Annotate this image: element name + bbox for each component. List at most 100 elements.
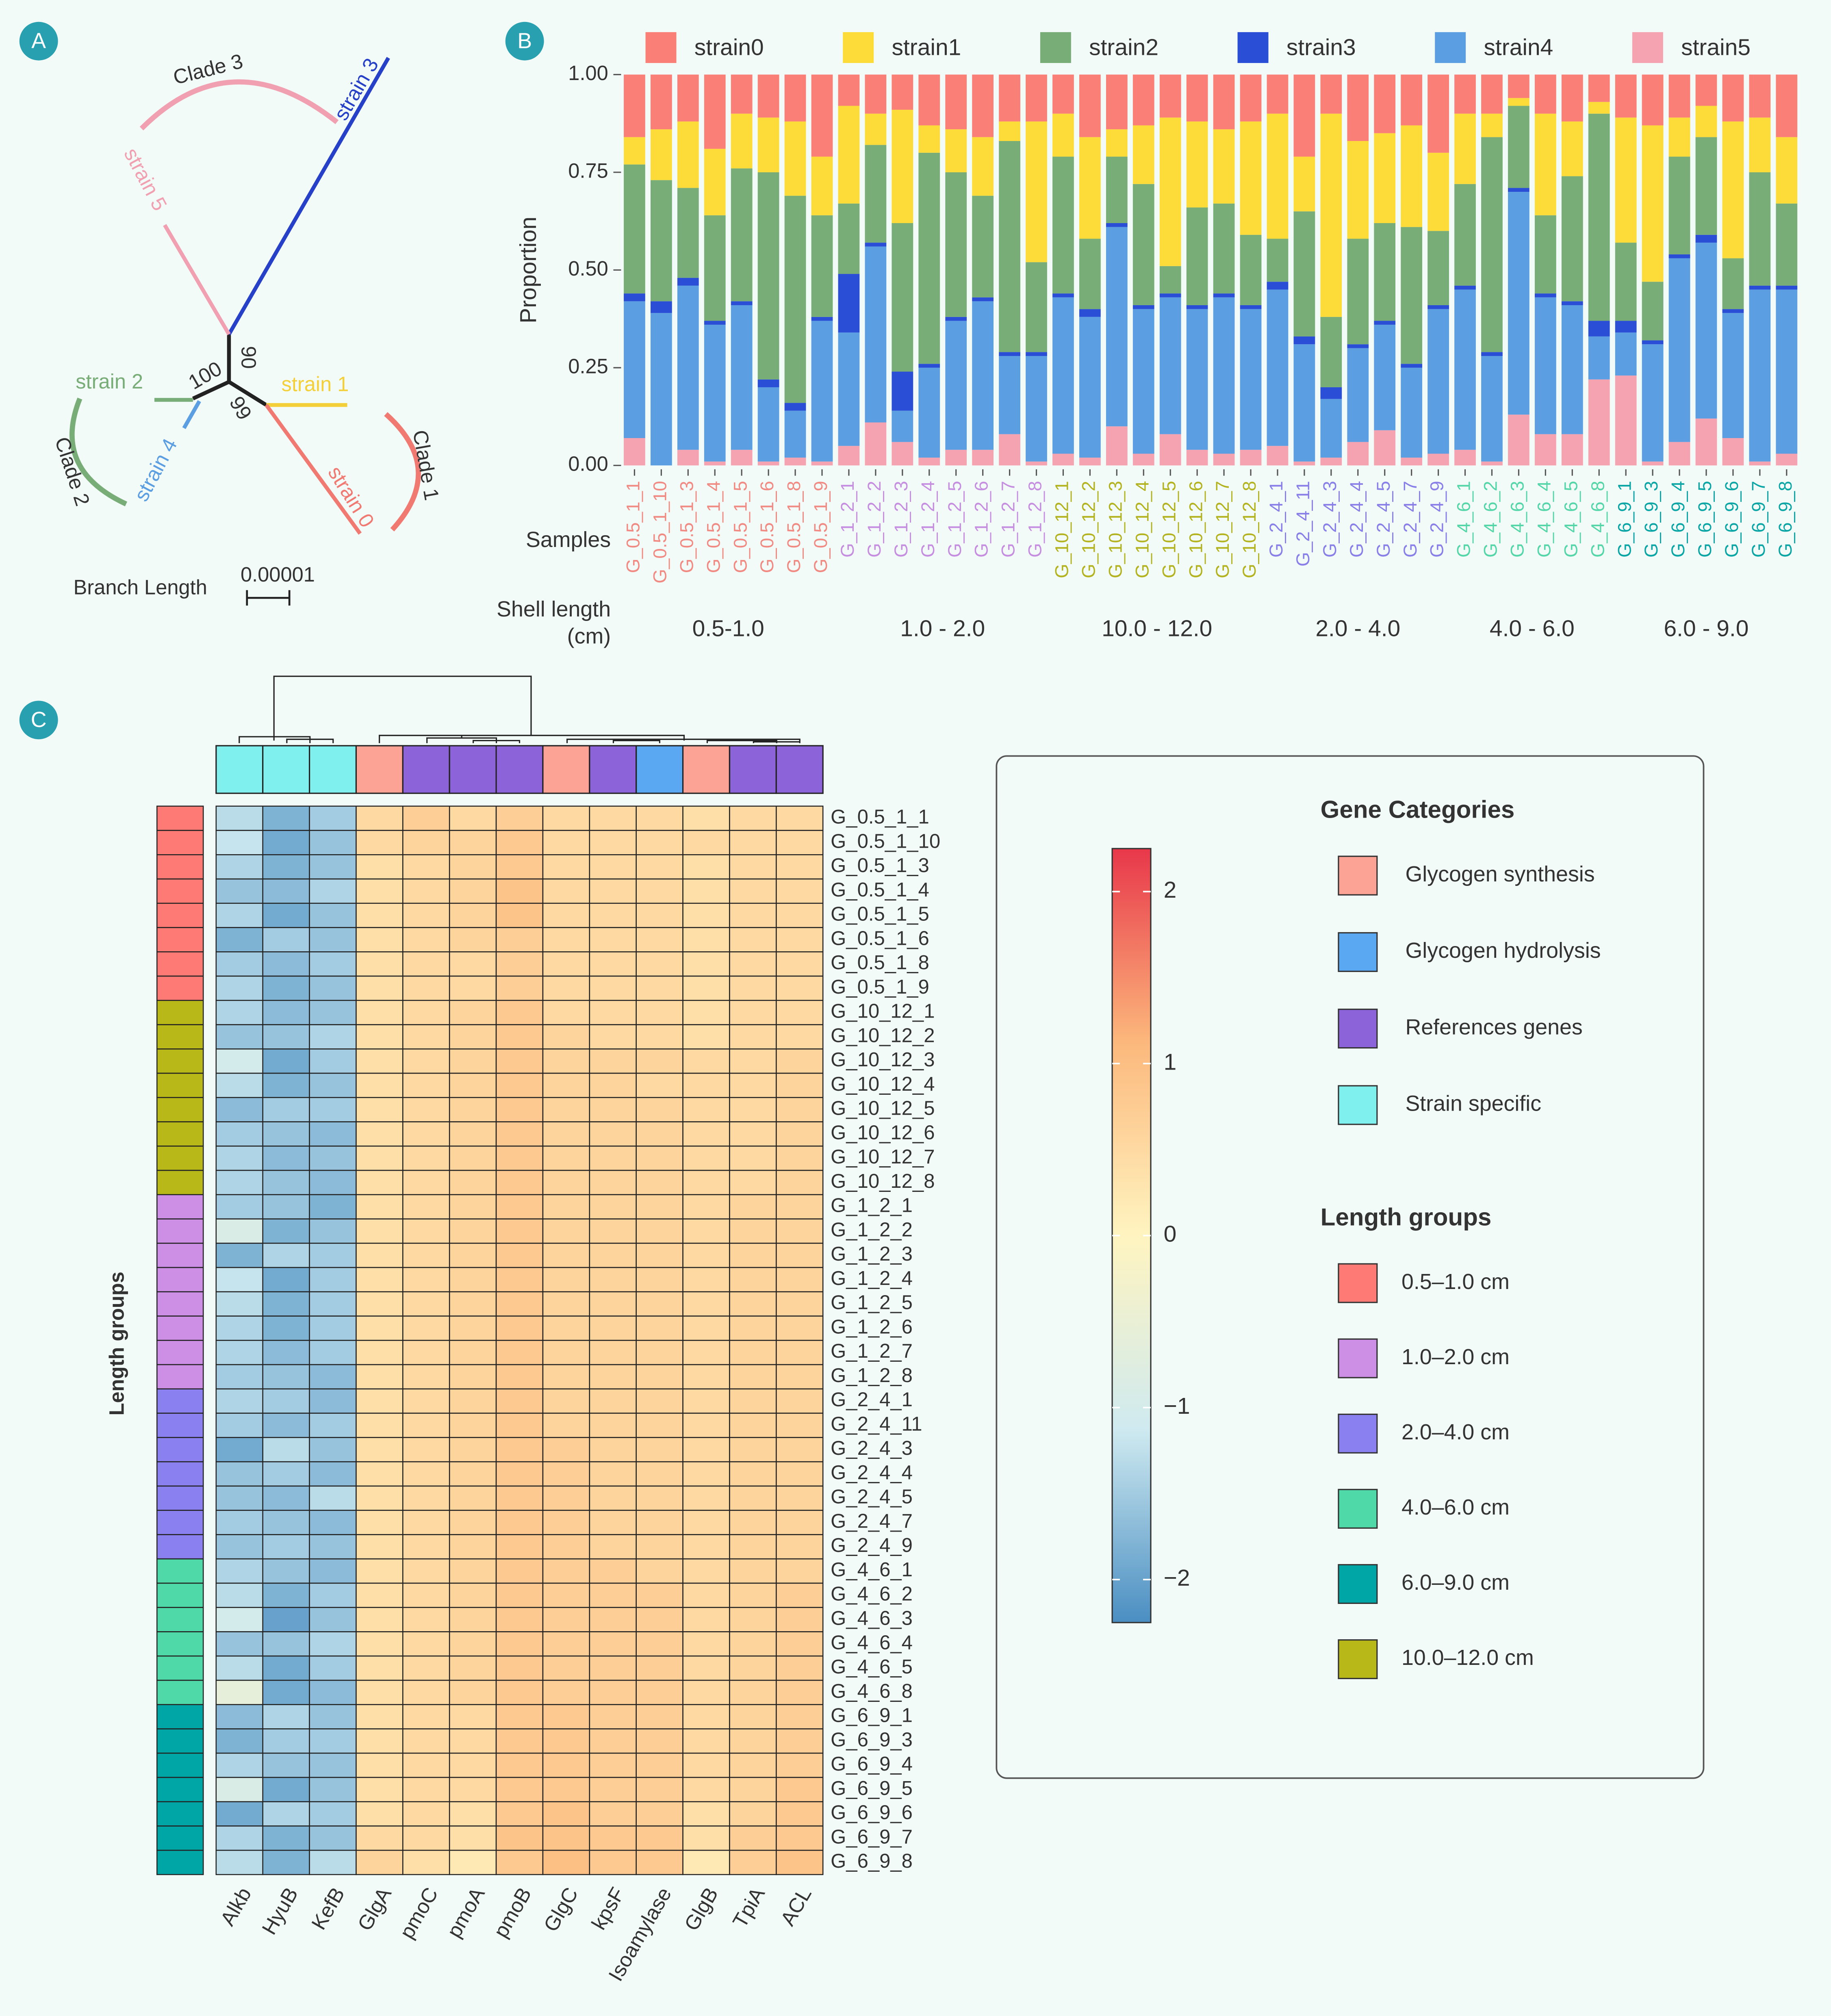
heatmap-cell [402, 1655, 450, 1681]
y-tick-label: 0.00 [568, 452, 608, 475]
heatmap-cell [589, 1340, 637, 1365]
heatmap-cell [589, 830, 637, 855]
heatmap-cell [729, 1194, 777, 1220]
heatmap-cell [729, 1072, 777, 1098]
heatmap-cell [589, 1364, 637, 1390]
heatmap-cell [449, 1267, 497, 1293]
heatmap-cell [542, 805, 590, 831]
bar-segment [1347, 442, 1369, 466]
heatmap-cell [449, 1704, 497, 1730]
heatmap-cell [449, 1680, 497, 1705]
bar-segment [1508, 106, 1529, 188]
heatmap-cell [262, 1704, 310, 1730]
heatmap-cell [589, 1728, 637, 1754]
heatmap-cell [402, 1607, 450, 1632]
heatmap-cell [449, 1218, 497, 1244]
x-tick-label: G_2_4_4 [1346, 481, 1367, 558]
x-tick-label: G_2_4_1 [1265, 481, 1286, 558]
heatmap-cell [729, 927, 777, 953]
heatmap-cell [449, 1413, 497, 1438]
clade-arc [384, 412, 421, 532]
x-tick-label: G_0.5_1_8 [783, 481, 804, 573]
heatmap-cell [449, 830, 497, 855]
heatmap-cell [589, 1218, 637, 1244]
heatmap-cell [636, 1849, 683, 1875]
heatmap-cell [636, 1388, 683, 1414]
clade-arc [139, 79, 339, 130]
heatmap-cell [589, 1000, 637, 1025]
heatmap-cell [776, 1704, 824, 1730]
heatmap-cell [682, 1631, 730, 1657]
legend-label: 1.0–2.0 cm [1401, 1345, 1510, 1369]
bar-segment [972, 449, 994, 466]
column-category [589, 745, 637, 794]
heatmap-cell [449, 1801, 497, 1827]
heatmap-cell [542, 1607, 590, 1632]
heatmap-cell [262, 1072, 310, 1098]
heatmap-cell [215, 951, 263, 977]
bar-segment [1132, 184, 1154, 305]
column-category [262, 745, 310, 794]
heatmap-cell [542, 1097, 590, 1122]
heatmap-cell [729, 975, 777, 1001]
heatmap-cell [636, 1072, 683, 1098]
heatmap-cell [682, 1413, 730, 1438]
heatmap-cell [776, 1097, 824, 1122]
heatmap-cell [729, 1364, 777, 1390]
bar-segment [865, 113, 887, 145]
bar-segment [945, 321, 967, 450]
heatmap-cell [776, 1024, 824, 1050]
bar-segment [1320, 317, 1342, 387]
row-category [156, 1072, 204, 1098]
bar-segment [1320, 74, 1342, 114]
heatmap-cell [542, 1267, 590, 1293]
heatmap-cell [589, 1024, 637, 1050]
heatmap-cell [682, 1048, 730, 1074]
heatmap-cell [309, 1024, 357, 1050]
heatmap-cell [636, 1315, 683, 1341]
heatmap-cell [262, 951, 310, 977]
heatmap-cell [542, 1655, 590, 1681]
bar-segment [757, 379, 779, 387]
heatmap-cell [636, 1582, 683, 1608]
x-tick-label: G_2_4_7 [1399, 481, 1421, 558]
heatmap-cell [262, 1849, 310, 1875]
row-category [156, 805, 204, 831]
heatmap-cell [449, 1485, 497, 1511]
heatmap-cell [589, 1413, 637, 1438]
heatmap-cell [262, 1413, 310, 1438]
row-label: G_1_2_3 [831, 1243, 913, 1265]
bar-segment [1186, 449, 1208, 466]
heatmap-cell [262, 1388, 310, 1414]
heatmap-cell [402, 1146, 450, 1171]
row-label: G_4_6_4 [831, 1632, 913, 1654]
bar-segment [704, 215, 726, 321]
heatmap-cell [589, 1437, 637, 1463]
heatmap-cell [636, 1607, 683, 1632]
bar-segment [731, 449, 753, 466]
row-label: G_6_9_7 [831, 1826, 913, 1848]
bar-segment [945, 129, 967, 172]
heatmap-cell [356, 1849, 404, 1875]
bar-segment [624, 301, 645, 438]
heatmap-cell [542, 1728, 590, 1754]
heatmap-cell [402, 1582, 450, 1608]
heatmap-cell [682, 1704, 730, 1730]
bar-segment [1106, 74, 1128, 130]
x-tick-label: G_0.5_1_5 [729, 481, 751, 573]
bar-segment [1561, 176, 1583, 302]
heatmap-cell [402, 951, 450, 977]
colorbar-label: −2 [1164, 1565, 1190, 1591]
row-label: G_1_2_2 [831, 1219, 913, 1241]
heatmap-cell [542, 1704, 590, 1730]
bar-segment [731, 74, 753, 114]
bar-segment [918, 125, 940, 153]
heatmap-cell [495, 1655, 544, 1681]
heatmap-cell [309, 1315, 357, 1341]
bar-segment [677, 74, 699, 122]
bar-segment [624, 293, 645, 302]
bar-segment [1776, 289, 1798, 454]
heatmap-cell [262, 854, 310, 880]
bar-segment [918, 152, 940, 364]
row-category [156, 1801, 204, 1827]
